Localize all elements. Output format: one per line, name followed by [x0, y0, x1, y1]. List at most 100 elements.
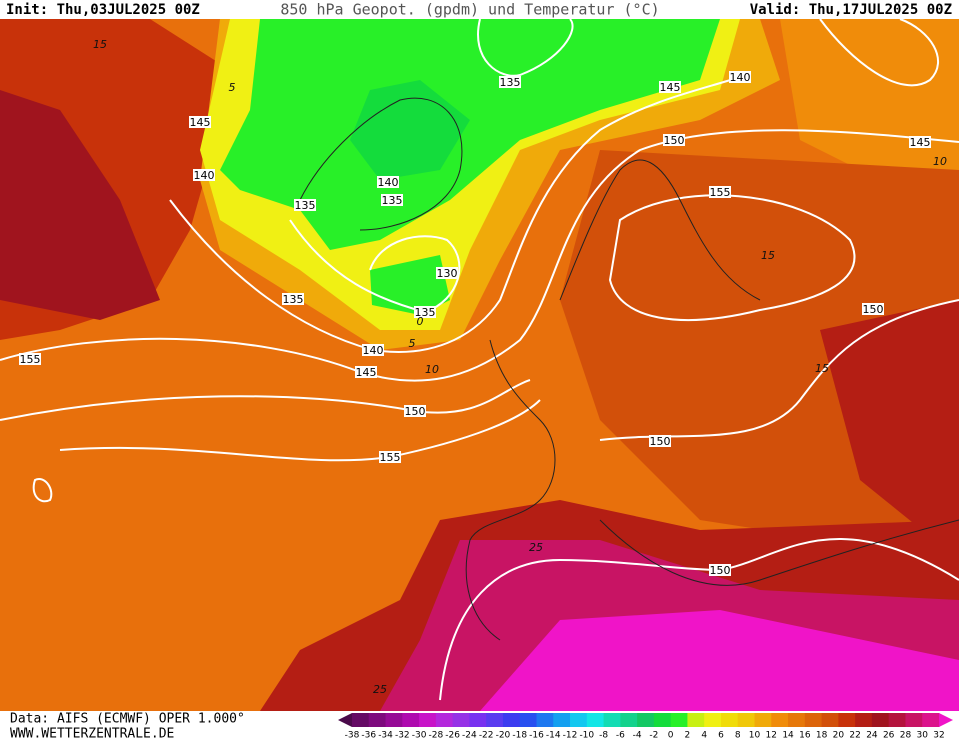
valid-time: Valid: Thu,17JUL2025 00Z: [750, 2, 952, 18]
colorbar-swatch: [754, 713, 772, 727]
colorbar-label: 0: [668, 731, 674, 741]
temperature-label: 5: [409, 337, 416, 350]
temperature-label: 10: [933, 155, 947, 168]
colorbar-swatch: [586, 713, 605, 727]
colorbar-end: [338, 713, 352, 727]
map-title: 850 hPa Geopot. (gpdm) und Temperatur (°…: [280, 1, 659, 19]
colorbar-label: 30: [917, 731, 929, 741]
label-box: [294, 199, 316, 211]
geopotential-label: 150: [650, 435, 671, 448]
geopotential-label: 145: [660, 81, 681, 94]
colorbar-label: -22: [479, 731, 494, 741]
contour-line: [477, 18, 574, 77]
colorbar-swatch: [570, 713, 588, 727]
temperature-label: 5: [229, 81, 236, 94]
colorbar-swatch: [486, 713, 504, 727]
geopotential-label: 140: [194, 169, 215, 182]
colorbar-swatch: [653, 713, 672, 727]
contour-line: [32, 478, 53, 503]
colorbar-swatch: [737, 713, 756, 727]
label-box: [381, 194, 403, 206]
label-box: [404, 405, 426, 417]
colorbar-label: 10: [749, 731, 761, 741]
label-box: [862, 303, 884, 315]
colorbar-swatch: [804, 713, 823, 727]
colorbar-label: -36: [361, 731, 376, 741]
geopotential-label: 155: [20, 353, 41, 366]
colorbar-swatch: [620, 713, 638, 727]
label-box: [663, 134, 685, 146]
geopotential-label: 130: [437, 267, 458, 280]
label-box: [909, 136, 931, 148]
label-box: [379, 451, 401, 463]
label-box: [355, 366, 377, 378]
colorbar-swatch: [469, 713, 487, 727]
colorbar-swatch: [922, 713, 940, 727]
colorbar-swatch: [452, 713, 470, 727]
geopotential-label: 140: [363, 344, 384, 357]
colorbar-label: -18: [512, 731, 527, 741]
temperature-label: 15: [761, 249, 775, 262]
geopotential-label: 135: [283, 293, 304, 306]
colorbar-swatch: [402, 713, 420, 727]
geopotential-label: 135: [500, 76, 521, 89]
colorbar-label: -8: [599, 731, 608, 741]
colorbar-label: -10: [579, 731, 594, 741]
colorbar-label: 22: [849, 731, 860, 741]
label-box: [709, 564, 731, 576]
temperature-label: 0: [417, 315, 424, 328]
geopotential-contours: [0, 18, 959, 701]
label-box: [193, 169, 215, 181]
colorbar-label: -6: [616, 731, 625, 741]
data-source: Data: AIFS (ECMWF) OPER 1.000°: [10, 712, 245, 727]
colorbar-swatch: [352, 713, 370, 727]
geopotential-label: 135: [295, 199, 316, 212]
header-bar: [0, 0, 959, 19]
geopotential-label: 150: [664, 134, 685, 147]
colorbar-swatch: [603, 713, 621, 727]
colorbar-label: -16: [529, 731, 544, 741]
colorbar-swatch: [838, 713, 856, 727]
geopotential-label: 150: [710, 564, 731, 577]
geopotential-label: 145: [910, 136, 931, 149]
colorbar-label: -14: [546, 731, 561, 741]
colorbar-swatch: [368, 713, 387, 727]
contour-line: [439, 538, 959, 701]
geopotential-label: 145: [190, 116, 211, 129]
colorbar-swatch: [553, 713, 571, 727]
coastline: [465, 339, 556, 641]
geopotential-label: 140: [730, 71, 751, 84]
colorbar-label: 4: [701, 731, 707, 741]
colorbar-label: -30: [412, 731, 427, 741]
geopotential-label: 135: [415, 306, 436, 319]
colorbar-swatch: [435, 713, 454, 727]
colorbar-label: 8: [735, 731, 741, 741]
colorbar-swatch: [720, 713, 739, 727]
label-box: [282, 293, 304, 305]
label-box: [499, 76, 521, 88]
label-box: [659, 81, 681, 93]
geopotential-label: 155: [710, 186, 731, 199]
colorbar-label: 2: [685, 731, 691, 741]
colorbar-label: 18: [816, 731, 828, 741]
contour-line: [0, 129, 959, 382]
geopotential-label: 150: [405, 405, 426, 418]
colorbar-label: 28: [900, 731, 912, 741]
coastline: [559, 159, 761, 301]
colorbar-label: 14: [782, 731, 794, 741]
label-box: [189, 116, 211, 128]
contour-line: [289, 219, 461, 314]
colorbar-label: -38: [345, 731, 360, 741]
temperature-label: 15: [93, 38, 107, 51]
colorbar-swatch: [519, 713, 537, 727]
colorbar-swatch: [905, 713, 923, 727]
colorbar-swatch: [687, 713, 705, 727]
hot-region: [820, 300, 959, 560]
label-box: [649, 435, 671, 447]
colorbar-swatch: [788, 713, 806, 727]
colorbar-label: 26: [883, 731, 895, 741]
coastline: [599, 519, 959, 586]
label-box: [729, 71, 751, 83]
contour-line: [169, 76, 741, 353]
colorbar-label: 20: [833, 731, 845, 741]
